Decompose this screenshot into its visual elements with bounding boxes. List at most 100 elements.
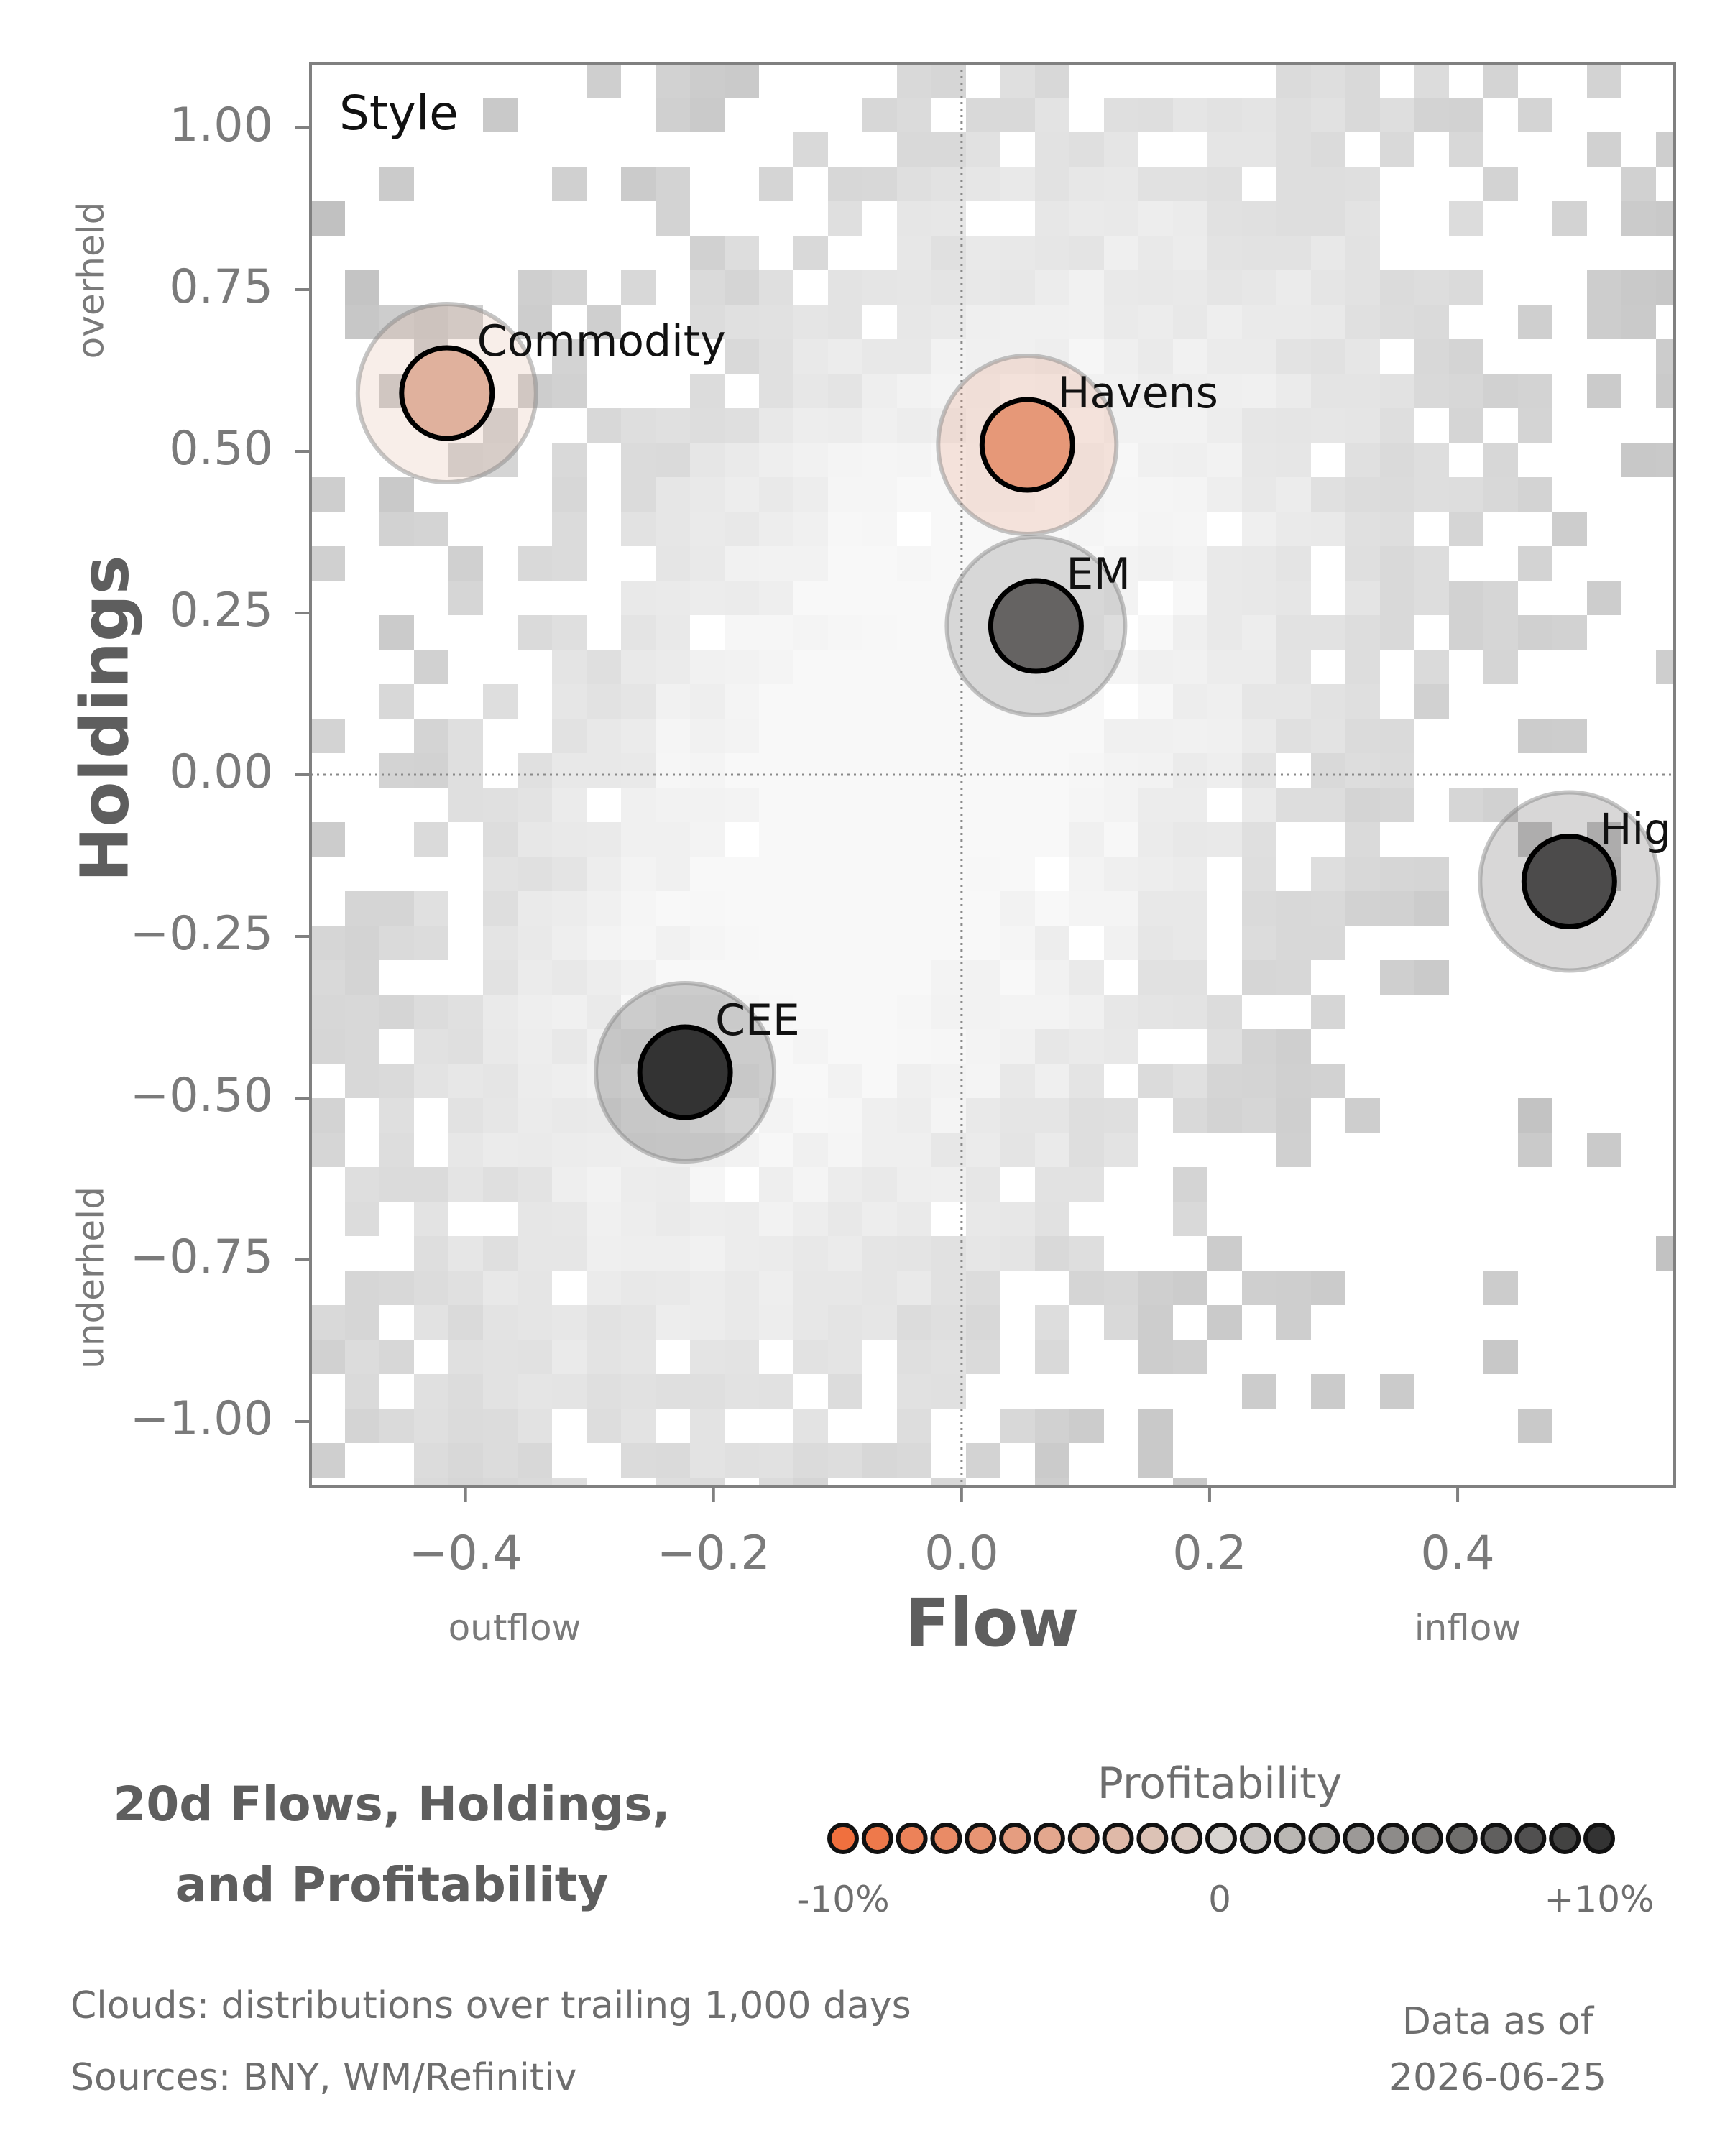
- y-tick-label: 0.50: [169, 422, 273, 476]
- point-marker: [637, 1024, 733, 1120]
- cloud-cell: [656, 1374, 690, 1409]
- cloud-cell: [656, 1202, 690, 1236]
- cloud-cell: [448, 1167, 483, 1202]
- cloud-cell: [1173, 684, 1208, 719]
- point-labels: Commodity Havens EM High Beta CEE: [477, 316, 1725, 1046]
- cloud-cell: [345, 1064, 380, 1098]
- point-commodity: [355, 302, 538, 484]
- cloud-cell: [862, 753, 897, 788]
- cloud-cell: [310, 995, 345, 1029]
- cloud-cell: [1449, 270, 1484, 305]
- cloud-cell: [1035, 236, 1070, 270]
- cloud-cell: [586, 995, 621, 1029]
- cloud-cell: [621, 167, 656, 201]
- cloud-cell: [759, 822, 794, 857]
- cloud-cell: [656, 719, 690, 753]
- cloud-cell: [1035, 1167, 1070, 1202]
- cloud-cell: [552, 1098, 586, 1133]
- cloud-cell: [690, 1202, 724, 1236]
- cloud-cell: [862, 1305, 897, 1340]
- cloud-cell: [966, 995, 1000, 1029]
- point-label-high-beta: High Beta: [1599, 805, 1725, 855]
- cloud-cell: [1311, 477, 1346, 512]
- cloud-cell: [1173, 1167, 1208, 1202]
- cloud-cell: [1173, 926, 1208, 960]
- cloud-cell: [1552, 719, 1587, 753]
- cloud-cell: [759, 408, 794, 443]
- cloud-cell: [932, 822, 966, 857]
- cloud-cell: [1276, 477, 1311, 512]
- cloud-cell: [1070, 1029, 1104, 1064]
- cloud-cell: [1208, 753, 1242, 788]
- cloud-cell: [621, 650, 656, 684]
- cloud-cell: [1104, 374, 1138, 408]
- legend-swatch: [1308, 1823, 1340, 1854]
- cloud-cell: [1138, 857, 1173, 891]
- cloud-cell: [1311, 98, 1346, 132]
- cloud-cell: [794, 891, 828, 926]
- cloud-cell: [1276, 1305, 1311, 1340]
- cloud-cell: [1208, 167, 1242, 201]
- cloud-cell: [724, 1133, 759, 1167]
- cloud-cell: [828, 1202, 862, 1236]
- date-label: Data as of: [1402, 2000, 1595, 2043]
- cloud-cell: [966, 1340, 1000, 1374]
- cloud-cell: [552, 960, 586, 995]
- cloud-cell: [1242, 753, 1276, 788]
- cloud-cell: [1380, 443, 1414, 477]
- x-side-label-left: outflow: [448, 1607, 581, 1649]
- cloud-cell: [1208, 236, 1242, 270]
- cloud-cell: [1138, 1305, 1173, 1340]
- cloud-cell: [1311, 270, 1346, 305]
- cloud-cell: [1173, 270, 1208, 305]
- cloud-cell: [966, 857, 1000, 891]
- cloud-cell: [724, 63, 759, 98]
- cloud-cell: [828, 477, 862, 512]
- cloud-cell: [1070, 236, 1104, 270]
- cloud-cell: [932, 1064, 966, 1098]
- cloud-cell: [897, 1064, 932, 1098]
- cloud-cell: [1173, 443, 1208, 477]
- cloud-cell: [552, 270, 586, 305]
- cloud-cell: [380, 926, 414, 960]
- cloud-cell: [380, 1409, 414, 1443]
- cloud-cell: [1138, 1409, 1173, 1443]
- cloud-cell: [1000, 891, 1035, 926]
- cloud-cell: [897, 650, 932, 684]
- cloud-cell: [1035, 512, 1070, 546]
- cloud-cell: [1484, 477, 1518, 512]
- cloud-cell: [966, 822, 1000, 857]
- cloud-cell: [966, 98, 1000, 132]
- cloud-cell: [1311, 615, 1346, 650]
- panel-label: Style: [339, 86, 459, 141]
- cloud-cell: [794, 443, 828, 477]
- cloud-cell: [1138, 408, 1173, 443]
- cloud-cell: [518, 1133, 552, 1167]
- cloud-cell: [1276, 546, 1311, 581]
- cloud-cell: [1035, 926, 1070, 960]
- point-marker: [1521, 834, 1617, 929]
- cloud-cell: [448, 546, 483, 581]
- cloud-cell: [690, 270, 724, 305]
- cloud-cell: [1346, 615, 1380, 650]
- cloud-cell: [759, 1305, 794, 1340]
- cloud-cell: [1104, 339, 1138, 374]
- cloud-cell: [1173, 719, 1208, 753]
- cloud-cell: [518, 788, 552, 822]
- cloud-cell: [1035, 546, 1070, 581]
- legend-title: Profitability: [1098, 1759, 1342, 1809]
- cloud-cell: [1104, 1133, 1138, 1167]
- cloud-cell: [1208, 1029, 1242, 1064]
- cloud-cell: [1000, 98, 1035, 132]
- footnote-clouds: Clouds: distributions over trailing 1,00…: [70, 1984, 911, 2027]
- cloud-cell: [828, 546, 862, 581]
- cloud-cell: [1518, 1098, 1552, 1133]
- cloud-cell: [345, 926, 380, 960]
- cloud-cell: [414, 1374, 448, 1409]
- cloud-cell: [828, 788, 862, 822]
- cloud-cell: [310, 1029, 345, 1064]
- cloud-cell: [1380, 374, 1414, 408]
- cloud-cell: [759, 891, 794, 926]
- cloud-cell: [759, 753, 794, 788]
